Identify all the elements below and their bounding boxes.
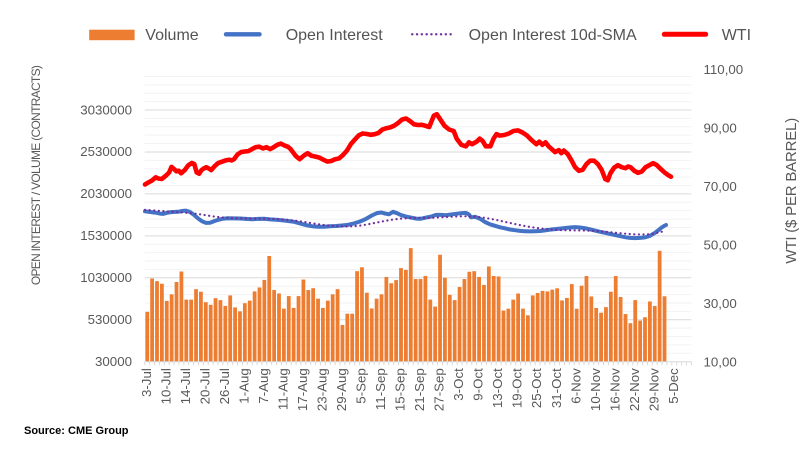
- svg-text:WTI: WTI: [722, 27, 751, 44]
- svg-text:3-Oct: 3-Oct: [451, 368, 466, 401]
- svg-text:29-Aug: 29-Aug: [334, 368, 349, 411]
- svg-text:6-Nov: 6-Nov: [568, 368, 583, 404]
- svg-text:10-Jul: 10-Jul: [158, 368, 173, 404]
- svg-text:13-Oct: 13-Oct: [490, 368, 505, 408]
- svg-text:25-Oct: 25-Oct: [529, 368, 544, 408]
- svg-text:11-Sep: 11-Sep: [373, 368, 388, 410]
- svg-text:90,00: 90,00: [704, 121, 737, 136]
- svg-text:70,00: 70,00: [704, 179, 737, 194]
- svg-text:9-Oct: 9-Oct: [471, 368, 486, 401]
- svg-text:14-Jul: 14-Jul: [178, 368, 193, 404]
- svg-text:2030000: 2030000: [80, 186, 132, 201]
- svg-text:1-Aug: 1-Aug: [236, 368, 251, 403]
- svg-text:16-Nov: 16-Nov: [607, 368, 622, 411]
- svg-text:50,00: 50,00: [704, 238, 737, 253]
- svg-text:Open Interest: Open Interest: [286, 27, 384, 44]
- svg-text:5-Dec: 5-Dec: [666, 368, 681, 404]
- svg-text:WTI ($ PER BARREL): WTI ($ PER BARREL): [783, 118, 800, 264]
- svg-text:30000: 30000: [95, 354, 132, 369]
- svg-text:29-Nov: 29-Nov: [646, 368, 661, 411]
- svg-text:530000: 530000: [88, 312, 132, 327]
- svg-text:110,00: 110,00: [704, 62, 744, 77]
- svg-text:7-Aug: 7-Aug: [256, 368, 271, 403]
- svg-text:Source: CME Group: Source: CME Group: [24, 425, 129, 437]
- svg-text:1530000: 1530000: [80, 228, 132, 243]
- svg-text:15-Sep: 15-Sep: [393, 368, 408, 411]
- svg-text:OPEN INTEREST / VOLUME (CONTRA: OPEN INTEREST / VOLUME (CONTRACTS): [29, 65, 43, 285]
- svg-text:17-Aug: 17-Aug: [295, 368, 310, 411]
- svg-text:26-Jul: 26-Jul: [217, 368, 232, 404]
- svg-text:Volume: Volume: [145, 27, 198, 44]
- svg-text:27-Sep: 27-Sep: [432, 368, 447, 411]
- svg-text:2530000: 2530000: [80, 144, 132, 159]
- svg-text:3030000: 3030000: [80, 102, 132, 117]
- svg-text:11-Aug: 11-Aug: [276, 368, 291, 410]
- svg-text:1030000: 1030000: [80, 270, 132, 285]
- svg-text:23-Aug: 23-Aug: [315, 368, 330, 411]
- svg-text:30,00: 30,00: [704, 296, 737, 311]
- svg-text:20-Jul: 20-Jul: [197, 368, 212, 404]
- svg-text:3-Jul: 3-Jul: [139, 368, 154, 397]
- svg-text:Open Interest 10d-SMA: Open Interest 10d-SMA: [469, 27, 637, 44]
- svg-text:31-Oct: 31-Oct: [549, 368, 564, 408]
- svg-text:10,00: 10,00: [704, 355, 737, 370]
- svg-text:22-Nov: 22-Nov: [627, 368, 642, 411]
- svg-text:19-Oct: 19-Oct: [510, 368, 525, 408]
- svg-text:5-Sep: 5-Sep: [354, 368, 369, 403]
- svg-text:10-Nov: 10-Nov: [588, 368, 603, 411]
- svg-text:21-Sep: 21-Sep: [412, 368, 427, 411]
